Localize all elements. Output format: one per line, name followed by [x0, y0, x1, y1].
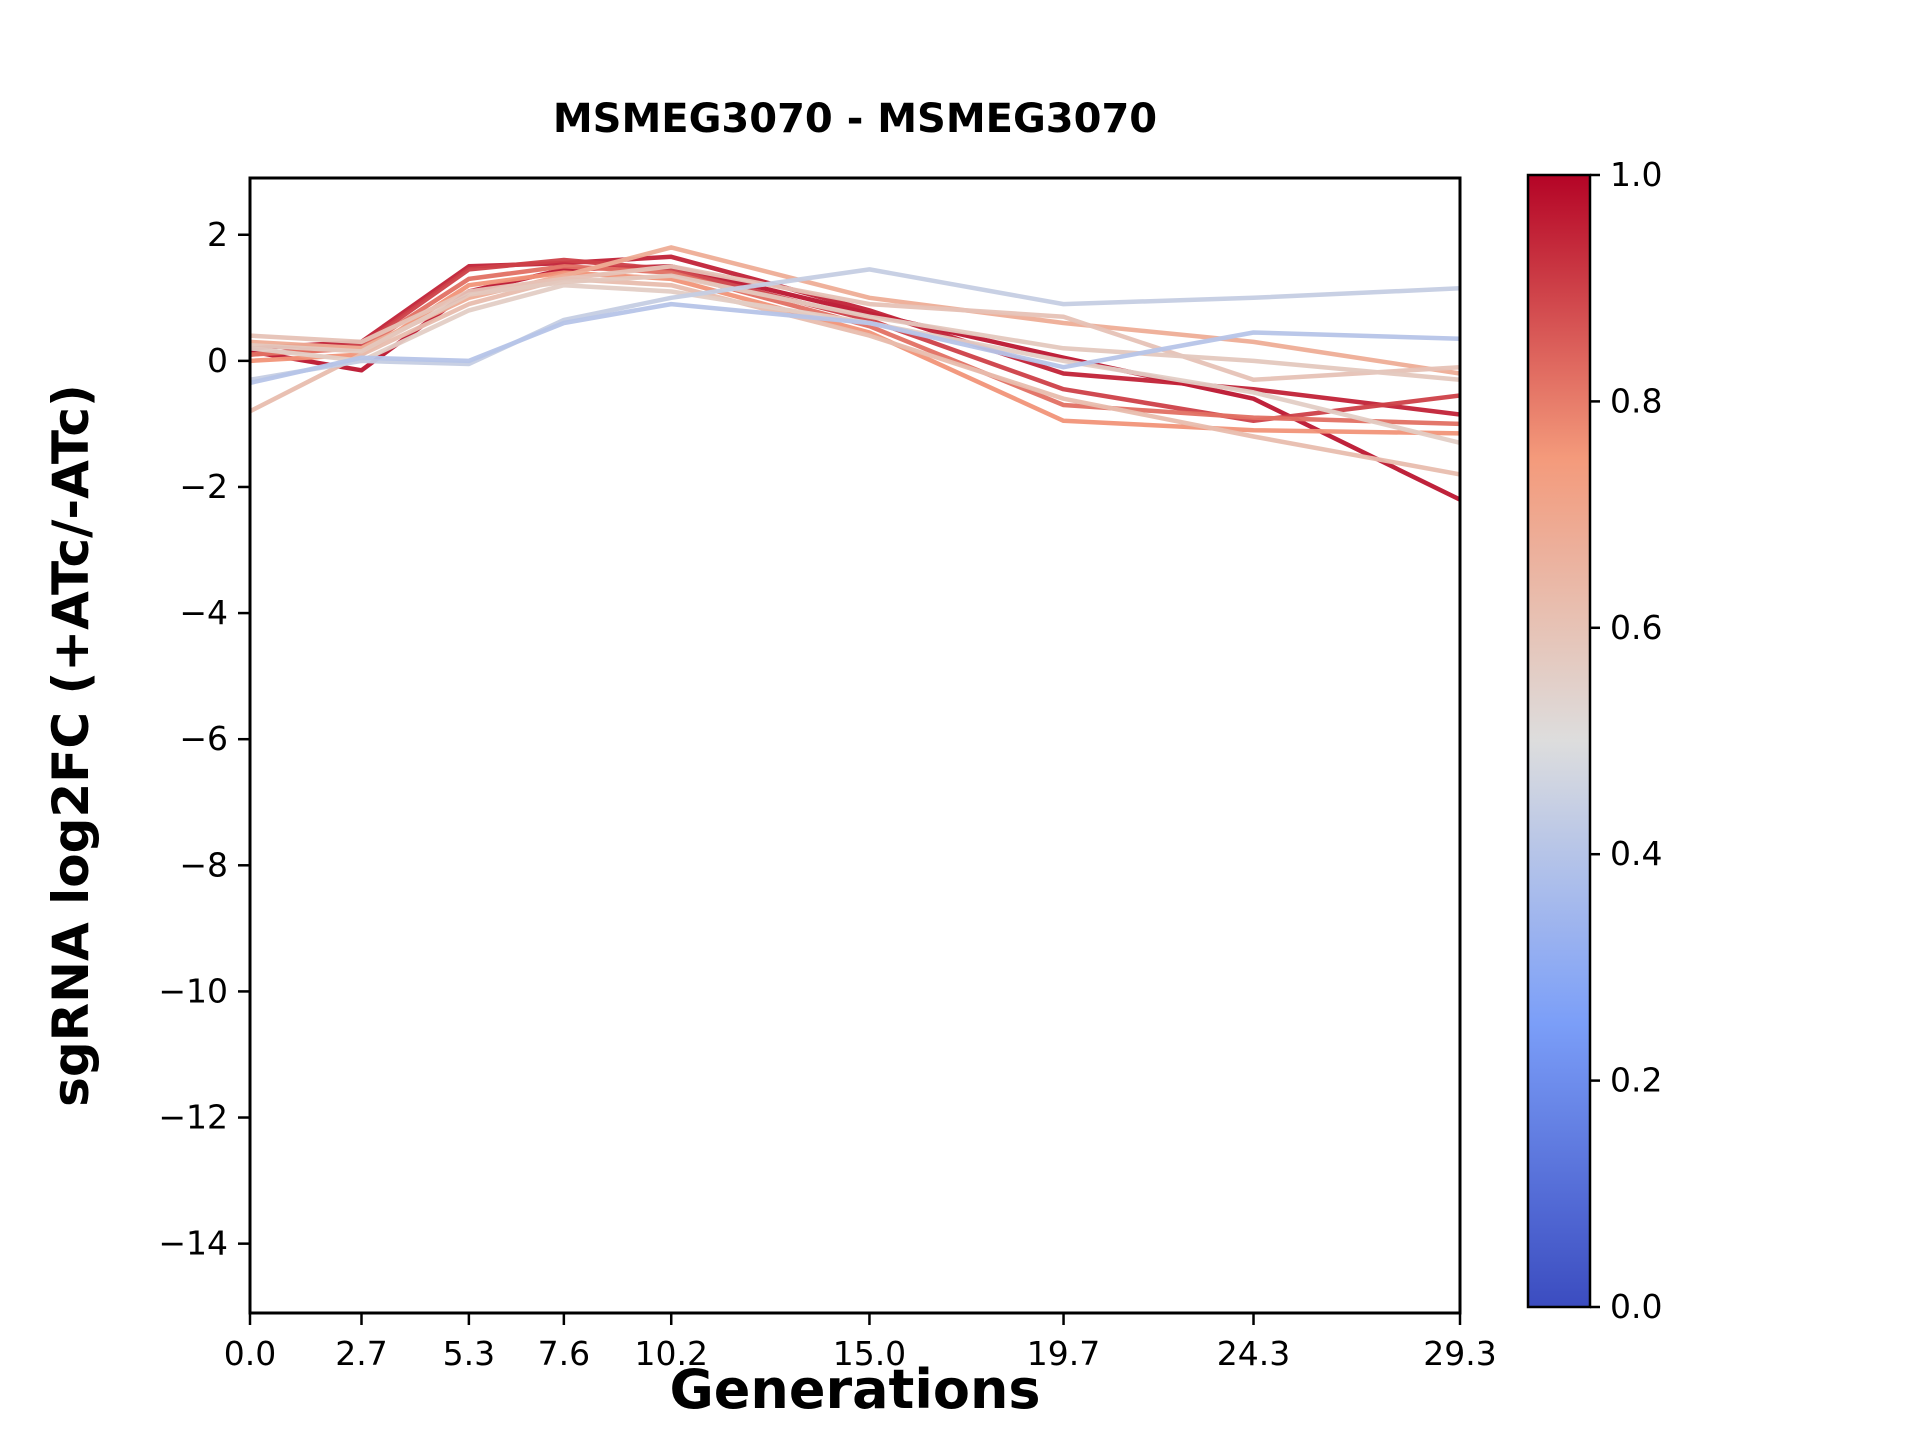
x-tick-label: 2.7 [335, 1334, 387, 1373]
x-tick-label: 29.3 [1423, 1334, 1496, 1373]
series-line-sgRNA-12 [250, 301, 1460, 386]
colorbar-tick-label: 0.2 [1610, 1061, 1662, 1100]
series-line-sgRNA-10 [250, 273, 1460, 383]
y-tick-label: −6 [179, 719, 228, 758]
x-axis-label: Generations [669, 1358, 1040, 1421]
x-tick-label: 24.3 [1217, 1334, 1290, 1373]
series-line-sgRNA-11 [250, 267, 1460, 383]
colorbar-gradient [1528, 175, 1590, 1307]
x-tick-label: 5.3 [443, 1334, 495, 1373]
x-tick-label: 7.6 [538, 1334, 590, 1373]
colorbar-tick-label: 1.0 [1610, 155, 1662, 194]
y-tick-label: 0 [207, 341, 228, 380]
colorbar-tick-label: 0.6 [1610, 608, 1662, 647]
x-tick-label: 15.0 [833, 1334, 906, 1373]
series-line-sgRNA-3 [250, 257, 1460, 424]
series-line-sgRNA-2 [250, 254, 1460, 417]
y-axis-label: sgRNA log2FC (+ATc/-ATc) [42, 384, 100, 1107]
series-lines [250, 245, 1460, 502]
colorbar-tick-label: 0.8 [1610, 381, 1662, 420]
x-tick-label: 10.2 [634, 1334, 707, 1373]
plot-frame [248, 176, 1462, 1315]
colorbar-tick-label: 0.4 [1610, 834, 1662, 873]
y-tick-label: 2 [207, 215, 228, 254]
y-tick-label: −2 [179, 467, 228, 506]
y-tick-label: −10 [158, 971, 228, 1010]
x-tick-label: 0.0 [224, 1334, 276, 1373]
chart-title: MSMEG3070 - MSMEG3070 [553, 96, 1157, 142]
series-line-sgRNA-7 [250, 276, 1460, 477]
series-line-sgRNA-9 [250, 282, 1460, 446]
y-tick-label: −14 [158, 1224, 228, 1263]
y-tick-label: −8 [179, 845, 228, 884]
y-tick-label: −12 [158, 1098, 228, 1137]
colorbar-tick-label: 0.0 [1610, 1287, 1662, 1326]
x-tick-label: 19.7 [1027, 1334, 1100, 1373]
colorbar-frame [1526, 173, 1592, 1309]
y-tick-label: −4 [179, 593, 228, 632]
